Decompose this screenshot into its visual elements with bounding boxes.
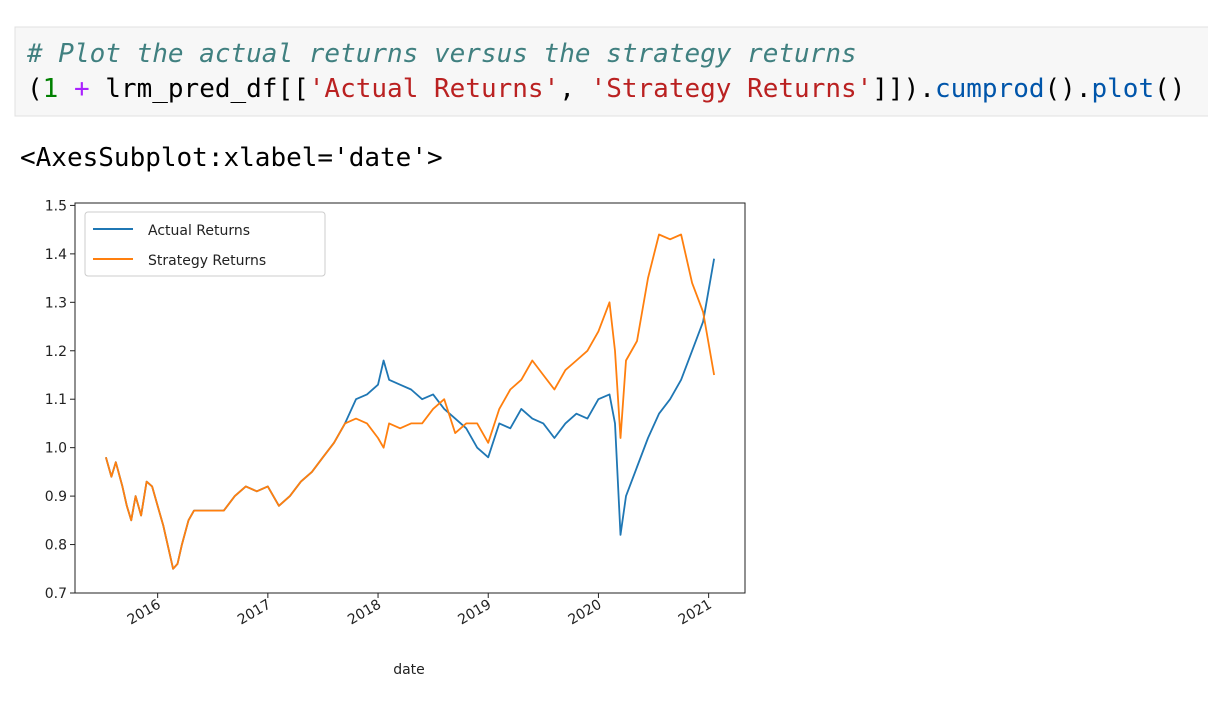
axes-frame [74, 202, 746, 594]
code-token: 1 [43, 74, 59, 104]
code-token: (). [1045, 74, 1092, 104]
code-token: 'Actual Returns' [309, 74, 559, 104]
x-tick-label: 2021 [676, 597, 715, 629]
y-tick-label: 0.8 [45, 538, 67, 554]
series-line [105, 233, 715, 570]
y-tick-label: 1.3 [45, 295, 67, 311]
y-tick-label: 1.4 [45, 247, 67, 263]
x-tick-label: 2018 [345, 597, 384, 629]
code-token: lrm_pred_df[[ [105, 74, 309, 104]
y-tick-label: 1.5 [45, 198, 67, 214]
legend-box [84, 211, 326, 277]
code-cell [14, 26, 1208, 117]
code-token: , [559, 74, 590, 104]
y-tick-label: 1.0 [45, 441, 67, 457]
x-tick-label: 2019 [455, 597, 494, 629]
code-token: ( [27, 74, 43, 104]
x-tick-label: 2017 [235, 597, 274, 629]
x-tick-label: 2016 [125, 597, 164, 629]
x-tick-label: 2020 [566, 597, 605, 629]
y-tick-label: 1.2 [45, 344, 67, 360]
code-token: cumprod [935, 74, 1045, 104]
x-axis-label: date [393, 662, 425, 678]
code-token: () [1154, 74, 1185, 104]
code-line: (1 + lrm_pred_df[['Actual Returns', 'Str… [27, 74, 1185, 104]
code-line: # Plot the actual returns versus the str… [26, 39, 857, 69]
y-tick-label: 1.1 [45, 392, 67, 408]
y-tick-label: 0.7 [45, 586, 67, 602]
code-token: + [58, 74, 105, 104]
code-token: plot [1091, 74, 1154, 104]
code-token: # Plot the actual returns versus the str… [26, 39, 857, 69]
code-token: ]]). [872, 74, 935, 104]
code-token: 'Strategy Returns' [591, 74, 873, 104]
chart: 0.7 0.8 0.9 1.0 1.1 1.2 1.3 1.4 1.5 2016 2017 2018 2… [45, 198, 746, 678]
legend-label: Actual Returns [148, 223, 250, 239]
y-tick-label: 0.9 [45, 489, 67, 505]
output-text: <AxesSubplot:xlabel='date'> [20, 143, 443, 173]
legend-label: Strategy Returns [148, 253, 266, 269]
